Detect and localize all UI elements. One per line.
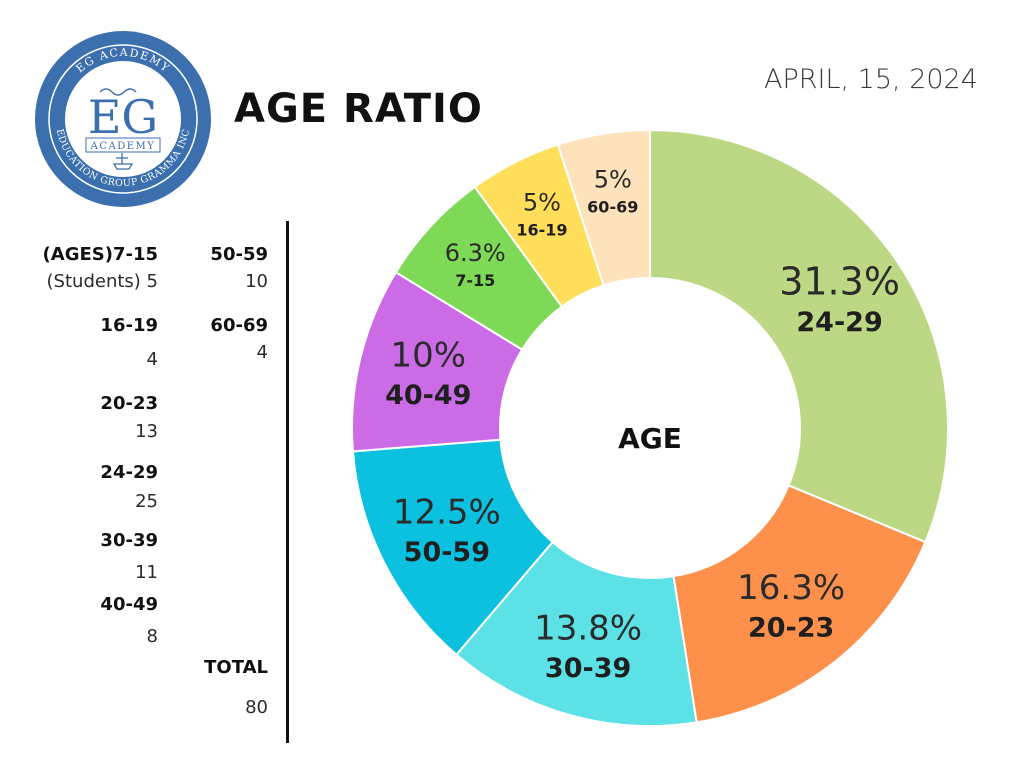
eg-academy-logo: EG ACADEMY EDUCATION GROUP GRAMMA INC EG… <box>35 31 211 207</box>
ship-icon <box>112 153 134 170</box>
slice-60-69 <box>556 128 651 287</box>
slice-category-label: 24-29 <box>796 307 882 338</box>
center-label: AGE <box>618 422 682 455</box>
slice-category-label: 60-69 <box>587 198 638 217</box>
table-value: 4 <box>256 342 268 363</box>
total-value: 80 <box>245 697 268 718</box>
table-label: 16-19 <box>100 315 158 336</box>
slice-category-label: 16-19 <box>516 221 567 240</box>
slice-20-23 <box>672 484 927 724</box>
table-value: 25 <box>135 491 158 512</box>
table-label: 24-29 <box>100 462 158 483</box>
slice-category-label: 50-59 <box>404 537 490 568</box>
date-label: APRIL, 15, 2024 <box>764 64 978 95</box>
table-value: 10 <box>245 271 268 292</box>
table-label: 40-49 <box>100 594 158 615</box>
logo-monogram: EG <box>88 90 158 144</box>
slice-24-29 <box>649 128 949 544</box>
slice-percent-label: 5% <box>523 188 561 216</box>
logo-banner: ACADEMY <box>90 141 156 152</box>
slice-percent-label: 16.3% <box>737 568 845 608</box>
slice-category-label: 40-49 <box>385 380 471 411</box>
slice-percent-label: 5% <box>594 165 632 193</box>
table-value: (Students) 5 <box>46 271 158 292</box>
table-value: 13 <box>135 421 158 442</box>
slice-percent-label: 10% <box>391 336 467 376</box>
table-label: 30-39 <box>100 530 158 551</box>
slice-category-label: 7-15 <box>455 271 495 290</box>
table-value: 11 <box>135 562 158 583</box>
table-label: 50-59 <box>210 244 268 265</box>
table-label: 20-23 <box>100 393 158 414</box>
slice-30-39 <box>455 540 698 727</box>
slice-percent-label: 6.3% <box>445 239 506 267</box>
slice-50-59 <box>351 438 554 657</box>
divider-line <box>286 221 289 743</box>
table-value: 4 <box>146 349 158 370</box>
slice-percent-label: 13.8% <box>534 608 642 648</box>
slice-category-label: 20-23 <box>748 613 834 644</box>
table-value: 8 <box>146 626 158 647</box>
slice-percent-label: 31.3% <box>779 260 900 304</box>
total-label: TOTAL <box>204 657 268 678</box>
slice-percent-label: 12.5% <box>393 492 501 532</box>
age-donut-chart: 31.3%24-29 16.3% 20-23 13.8% 30-39 12.5% 50-59… <box>351 128 949 727</box>
page-title: AGE RATIO <box>234 86 483 132</box>
table-label: 60-69 <box>210 315 268 336</box>
slice-category-label: 30-39 <box>545 653 631 684</box>
table-label: (AGES)7-15 <box>42 244 158 265</box>
